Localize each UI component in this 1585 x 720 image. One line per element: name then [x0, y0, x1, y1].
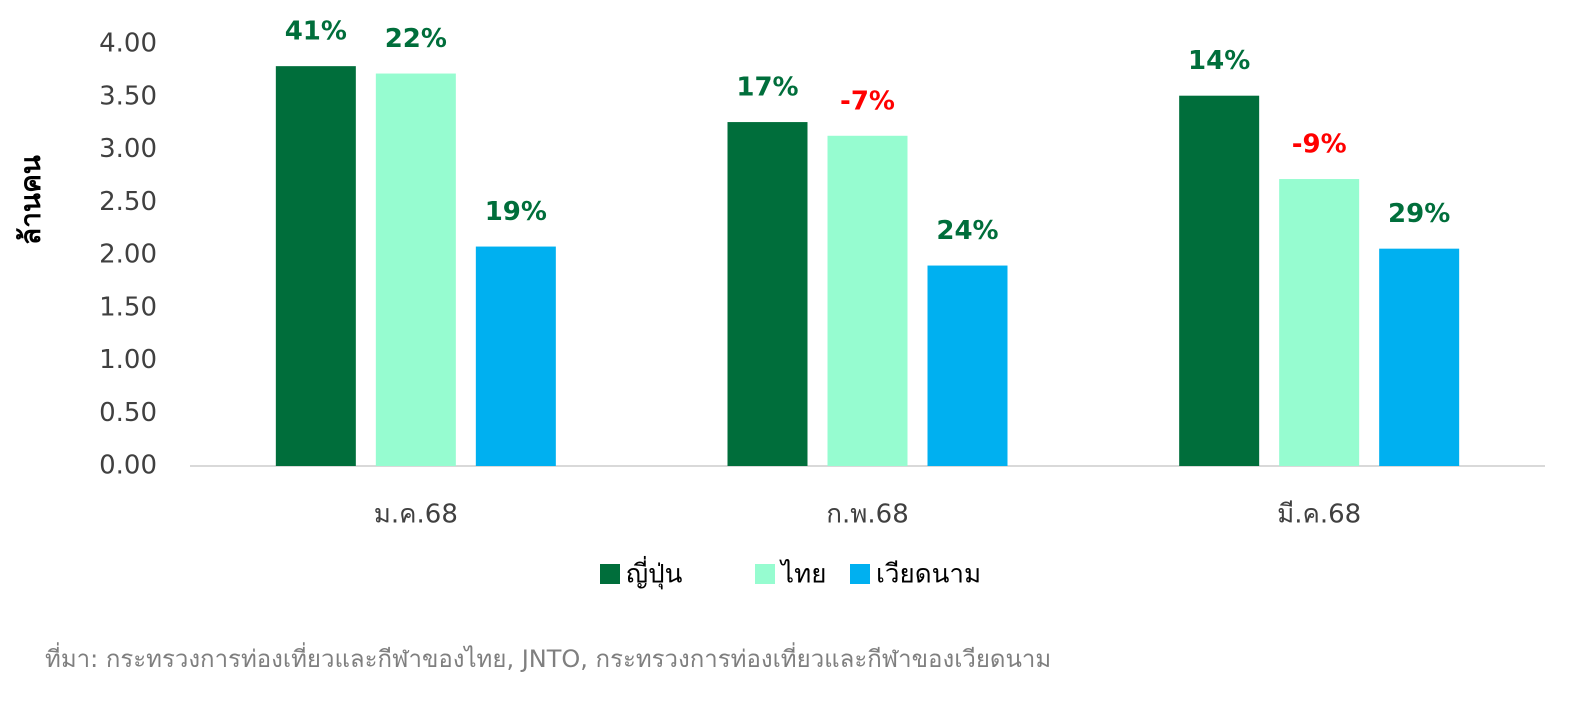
x-tick-label: ม.ค.68	[374, 500, 458, 530]
legend-swatch	[850, 564, 870, 584]
data-label: -9%	[1292, 130, 1347, 160]
y-axis-label: ล้านคน	[14, 155, 47, 245]
legend-label: ญี่ปุ่น	[626, 556, 683, 590]
bar	[1379, 248, 1460, 466]
data-label: 17%	[736, 73, 798, 103]
y-tick-label: 1.00	[99, 345, 157, 375]
bar	[927, 265, 1008, 466]
data-label: 22%	[385, 24, 447, 54]
data-label: 19%	[485, 197, 547, 227]
y-tick-label: 4.00	[99, 29, 157, 59]
y-tick-label: 2.50	[99, 187, 157, 217]
y-tick-label: 3.00	[99, 134, 157, 164]
bar	[375, 73, 456, 466]
y-tick-label: 0.00	[99, 451, 157, 481]
legend-swatch	[755, 564, 775, 584]
y-tick-label: 3.50	[99, 81, 157, 111]
data-label: 41%	[285, 17, 347, 47]
data-label: 29%	[1388, 199, 1450, 229]
bar	[1179, 95, 1260, 466]
x-tick-label: ก.พ.68	[826, 500, 909, 530]
legend-label: เวียดนาม	[876, 560, 981, 590]
bar	[727, 122, 808, 466]
y-tick-label: 2.00	[99, 240, 157, 270]
y-tick-label: 0.50	[99, 398, 157, 428]
bar	[275, 66, 356, 466]
data-label: -7%	[840, 86, 895, 116]
source-note: ที่มา: กระทรวงการท่องเที่ยวและกีฬาของไทย…	[45, 642, 1051, 673]
x-tick-label: มี.ค.68	[1277, 500, 1361, 530]
legend-swatch	[600, 564, 620, 584]
y-tick-label: 1.50	[99, 292, 157, 322]
bar	[475, 246, 556, 466]
bar	[827, 135, 908, 466]
data-label: 14%	[1188, 46, 1250, 76]
legend-label: ไทย	[779, 559, 826, 590]
bar	[1279, 179, 1360, 467]
data-label: 24%	[936, 216, 998, 246]
